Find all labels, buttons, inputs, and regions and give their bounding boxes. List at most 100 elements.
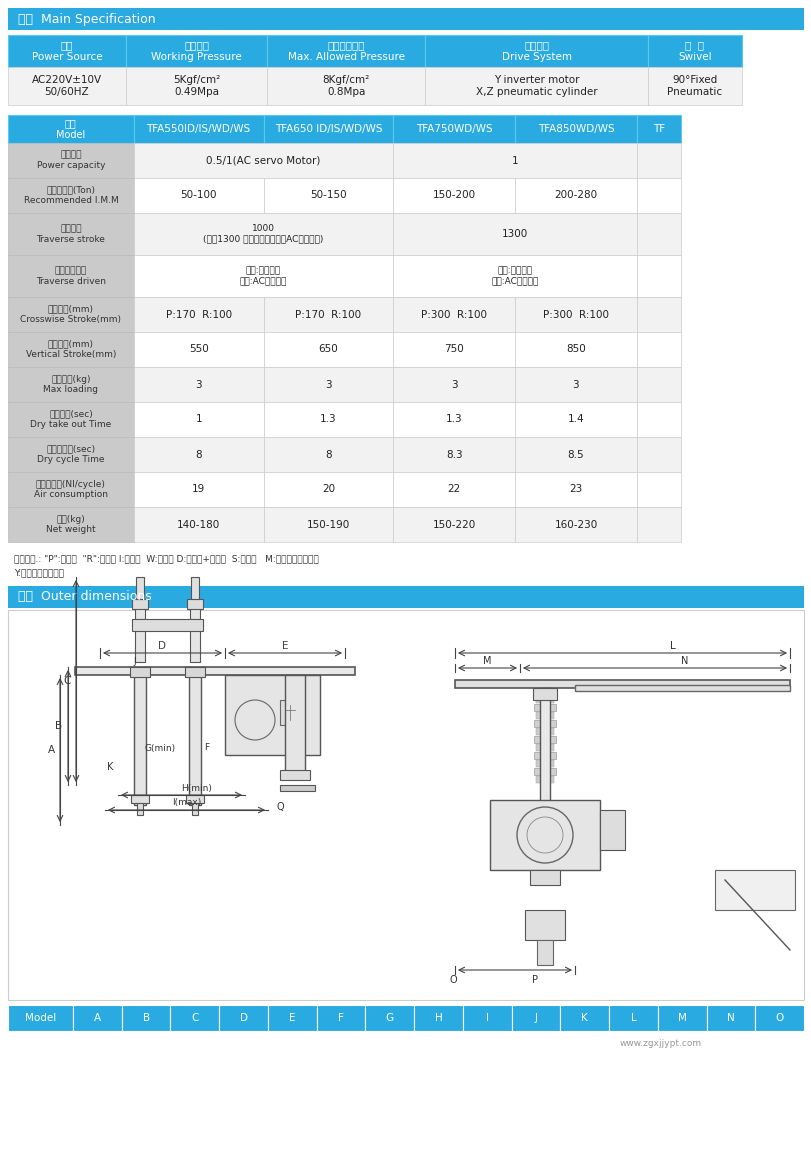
- Bar: [131, 795, 148, 803]
- Bar: [8, 142, 134, 178]
- Text: A: A: [47, 745, 54, 755]
- Text: J: J: [534, 1013, 537, 1023]
- Bar: [8, 213, 134, 255]
- Text: 50-100: 50-100: [180, 191, 217, 200]
- Text: 最大荷重(kg)
Max loading: 最大荷重(kg) Max loading: [43, 375, 98, 394]
- Text: 50-150: 50-150: [310, 191, 346, 200]
- Bar: [134, 367, 264, 402]
- Text: AC220V±10V
50/60HZ: AC220V±10V 50/60HZ: [32, 75, 102, 97]
- Bar: [134, 255, 393, 296]
- Text: 150-220: 150-220: [432, 519, 475, 530]
- Text: 8: 8: [195, 449, 202, 460]
- Bar: [647, 67, 741, 105]
- Bar: [530, 870, 560, 885]
- Bar: [8, 367, 134, 402]
- Text: E: E: [281, 641, 288, 651]
- Bar: [134, 674, 146, 805]
- Bar: [8, 507, 134, 542]
- Text: C: C: [63, 676, 71, 686]
- Bar: [534, 737, 556, 743]
- Text: 8.5: 8.5: [567, 449, 584, 460]
- Text: TF: TF: [652, 124, 664, 134]
- Text: H(min): H(min): [181, 784, 212, 793]
- Bar: [134, 472, 264, 507]
- Text: I(max): I(max): [172, 799, 201, 808]
- Bar: [536, 940, 552, 965]
- Text: 引拔行程(mm)
Crosswise Stroke(mm): 引拔行程(mm) Crosswise Stroke(mm): [20, 304, 121, 324]
- Text: 0.5/1(AC servo Motor): 0.5/1(AC servo Motor): [206, 155, 320, 165]
- Text: 200-280: 200-280: [554, 191, 597, 200]
- Bar: [132, 619, 203, 631]
- Text: 5Kgf/cm²
0.49Mpa: 5Kgf/cm² 0.49Mpa: [173, 75, 220, 97]
- Text: F: F: [337, 1013, 344, 1023]
- Bar: [462, 1005, 511, 1031]
- Text: 橫行行程
Traverse stroke: 橫行行程 Traverse stroke: [36, 224, 105, 244]
- Bar: [135, 577, 144, 599]
- Bar: [514, 402, 636, 437]
- Text: 全循環時間(sec)
Dry cycle Time: 全循環時間(sec) Dry cycle Time: [37, 445, 105, 464]
- Text: 取出時間(sec)
Dry take out Time: 取出時間(sec) Dry take out Time: [30, 410, 111, 430]
- Bar: [134, 213, 393, 255]
- Text: 1000
(選頃1300 必須用變頻馬達或AC伺服馬達): 1000 (選頃1300 必須用變頻馬達或AC伺服馬達): [203, 224, 324, 244]
- Bar: [264, 402, 393, 437]
- Bar: [657, 1005, 706, 1031]
- Bar: [535, 728, 553, 735]
- Bar: [225, 674, 320, 755]
- Bar: [539, 688, 549, 803]
- Text: 550: 550: [188, 345, 208, 355]
- Text: N: N: [726, 1013, 734, 1023]
- Text: B: B: [55, 722, 62, 731]
- Text: A: A: [94, 1013, 101, 1023]
- Text: P:300  R:100: P:300 R:100: [421, 309, 487, 319]
- Bar: [514, 115, 636, 142]
- Bar: [134, 332, 264, 367]
- Bar: [393, 472, 514, 507]
- Bar: [264, 296, 393, 332]
- Text: L: L: [669, 641, 675, 651]
- Bar: [636, 115, 680, 142]
- Bar: [425, 34, 647, 67]
- Bar: [532, 688, 556, 700]
- Bar: [514, 507, 636, 542]
- Bar: [191, 803, 198, 815]
- Text: TFA550ID/IS/WD/WS: TFA550ID/IS/WD/WS: [146, 124, 251, 134]
- Bar: [267, 67, 425, 105]
- Bar: [636, 213, 680, 255]
- Bar: [8, 437, 134, 472]
- Bar: [185, 668, 204, 677]
- Text: 橫行驅動方式
Traverse driven: 橫行驅動方式 Traverse driven: [36, 267, 105, 286]
- Bar: [647, 34, 741, 67]
- Text: Y inverter motor
X,Z pneumatic cylinder: Y inverter motor X,Z pneumatic cylinder: [475, 75, 597, 97]
- Text: 標準:變頻馬達
選購:AC伺服馬達: 標準:變頻馬達 選購:AC伺服馬達: [491, 267, 538, 286]
- Text: D: D: [158, 641, 166, 651]
- Bar: [454, 680, 789, 688]
- Text: 1.3: 1.3: [320, 415, 337, 424]
- Text: 20: 20: [321, 485, 335, 494]
- Text: 850: 850: [565, 345, 585, 355]
- Text: N: N: [680, 656, 688, 666]
- Text: 3: 3: [572, 379, 578, 390]
- Bar: [636, 255, 680, 296]
- Bar: [514, 367, 636, 402]
- Text: 1.3: 1.3: [445, 415, 462, 424]
- Text: G: G: [385, 1013, 393, 1023]
- Bar: [189, 674, 201, 805]
- Bar: [754, 1005, 803, 1031]
- Text: 3: 3: [450, 379, 457, 390]
- Bar: [190, 607, 200, 662]
- Bar: [534, 720, 556, 727]
- Text: H: H: [434, 1013, 442, 1023]
- Text: 淨重(kg)
Net weight: 淨重(kg) Net weight: [46, 515, 96, 534]
- Text: 適用成型機(Ton)
Recommended I.M.M: 適用成型機(Ton) Recommended I.M.M: [24, 186, 118, 206]
- Text: 驅動方式
Drive System: 驅動方式 Drive System: [501, 40, 571, 62]
- Bar: [393, 402, 514, 437]
- Text: 1: 1: [195, 415, 202, 424]
- Bar: [393, 115, 514, 142]
- Bar: [608, 1005, 657, 1031]
- Bar: [8, 1005, 73, 1031]
- Text: Y:橫行伺服馬達驅動: Y:橫行伺服馬達驅動: [14, 568, 64, 577]
- Bar: [636, 142, 680, 178]
- Text: L: L: [630, 1013, 636, 1023]
- Bar: [8, 67, 126, 105]
- Text: E: E: [289, 1013, 295, 1023]
